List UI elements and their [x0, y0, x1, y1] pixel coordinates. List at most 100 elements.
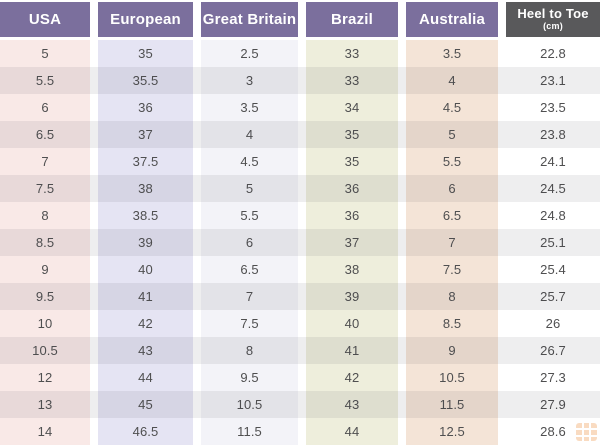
table-cell-brazil: 42 — [306, 364, 398, 391]
table-cell-european: 37.5 — [98, 148, 193, 175]
table-cell-heel-to-toe: 22.8 — [506, 40, 600, 67]
table-cell-usa: 7 — [0, 148, 90, 175]
table-cell-european: 40 — [98, 256, 193, 283]
table-cell-great-britain: 3.5 — [201, 94, 298, 121]
table-cell-australia: 12.5 — [406, 418, 498, 445]
table-cell-brazil: 39 — [306, 283, 398, 310]
table-cell-usa: 5.5 — [0, 67, 90, 94]
table-cell-australia: 4 — [406, 67, 498, 94]
table-cell-brazil: 37 — [306, 229, 398, 256]
table-row: 10 42 7.5 40 8.5 26 — [0, 310, 600, 337]
table-cell-european: 44 — [98, 364, 193, 391]
table-row: 5 35 2.5 33 3.5 22.8 — [0, 40, 600, 67]
table-cell-great-britain: 5 — [201, 175, 298, 202]
table-row: 5.5 35.5 3 33 4 23.1 — [0, 67, 600, 94]
table-row: 10.5 43 8 41 9 26.7 — [0, 337, 600, 364]
table-row: 14 46.5 11.5 44 12.5 28.6 — [0, 418, 600, 445]
table-cell-great-britain: 3 — [201, 67, 298, 94]
column-header-sublabel: (cm) — [543, 21, 563, 31]
table-cell-australia: 6.5 — [406, 202, 498, 229]
table-cell-heel-to-toe: 23.8 — [506, 121, 600, 148]
table-cell-heel-to-toe: 25.1 — [506, 229, 600, 256]
table-cell-heel-to-toe: 28.6 — [506, 418, 600, 445]
column-header-great-britain: Great Britain — [201, 2, 298, 37]
table-cell-great-britain: 5.5 — [201, 202, 298, 229]
table-row: 12 44 9.5 42 10.5 27.3 — [0, 364, 600, 391]
table-cell-brazil: 38 — [306, 256, 398, 283]
table-cell-heel-to-toe: 24.8 — [506, 202, 600, 229]
table-cell-usa: 9 — [0, 256, 90, 283]
column-header-european: European — [98, 2, 193, 37]
table-cell-great-britain: 11.5 — [201, 418, 298, 445]
table-cell-great-britain: 4 — [201, 121, 298, 148]
table-cell-australia: 7 — [406, 229, 498, 256]
table-cell-usa: 6.5 — [0, 121, 90, 148]
table-cell-australia: 6 — [406, 175, 498, 202]
table-cell-usa: 8 — [0, 202, 90, 229]
table-cell-european: 37 — [98, 121, 193, 148]
table-cell-brazil: 33 — [306, 40, 398, 67]
table-cell-usa: 10 — [0, 310, 90, 337]
table-cell-usa: 5 — [0, 40, 90, 67]
table-cell-european: 41 — [98, 283, 193, 310]
table-cell-heel-to-toe: 26 — [506, 310, 600, 337]
table-cell-brazil: 43 — [306, 391, 398, 418]
table-header-row: USA European Great Britain Brazil Australia H… — [0, 2, 600, 37]
table-cell-heel-to-toe: 27.3 — [506, 364, 600, 391]
table-cell-usa: 13 — [0, 391, 90, 418]
column-header-label: European — [110, 11, 181, 28]
table-cell-great-britain: 6.5 — [201, 256, 298, 283]
table-cell-usa: 8.5 — [0, 229, 90, 256]
table-cell-european: 36 — [98, 94, 193, 121]
table-row: 9 40 6.5 38 7.5 25.4 — [0, 256, 600, 283]
table-cell-great-britain: 7 — [201, 283, 298, 310]
table-cell-australia: 11.5 — [406, 391, 498, 418]
column-header-label: Brazil — [330, 11, 374, 28]
table-cell-australia: 5.5 — [406, 148, 498, 175]
table-cell-brazil: 35 — [306, 121, 398, 148]
table-row: 9.5 41 7 39 8 25.7 — [0, 283, 600, 310]
table-cell-european: 35 — [98, 40, 193, 67]
table-cell-usa: 9.5 — [0, 283, 90, 310]
watermark-grid-logo-icon — [576, 423, 597, 441]
table-cell-brazil: 41 — [306, 337, 398, 364]
table-cell-european: 43 — [98, 337, 193, 364]
table-cell-usa: 12 — [0, 364, 90, 391]
table-cell-brazil: 33 — [306, 67, 398, 94]
table-cell-european: 39 — [98, 229, 193, 256]
table-cell-heel-to-toe: 25.4 — [506, 256, 600, 283]
table-cell-european: 35.5 — [98, 67, 193, 94]
table-cell-brazil: 40 — [306, 310, 398, 337]
column-header-brazil: Brazil — [306, 2, 398, 37]
table-body: 5 35 2.5 33 3.5 22.8 5.5 35.5 3 33 4 23.1 6 36 3.5 34 4.… — [0, 40, 600, 445]
table-cell-brazil: 44 — [306, 418, 398, 445]
table-cell-great-britain: 10.5 — [201, 391, 298, 418]
table-row: 7.5 38 5 36 6 24.5 — [0, 175, 600, 202]
table-cell-brazil: 34 — [306, 94, 398, 121]
column-header-heel-to-toe: Heel to Toe (cm) — [506, 2, 600, 37]
table-cell-european: 45 — [98, 391, 193, 418]
table-cell-great-britain: 9.5 — [201, 364, 298, 391]
table-row: 6 36 3.5 34 4.5 23.5 — [0, 94, 600, 121]
table-cell-australia: 8.5 — [406, 310, 498, 337]
table-row: 8.5 39 6 37 7 25.1 — [0, 229, 600, 256]
table-cell-usa: 10.5 — [0, 337, 90, 364]
table-cell-european: 38.5 — [98, 202, 193, 229]
table-cell-australia: 10.5 — [406, 364, 498, 391]
table-cell-european: 46.5 — [98, 418, 193, 445]
table-cell-great-britain: 7.5 — [201, 310, 298, 337]
table-cell-brazil: 36 — [306, 175, 398, 202]
table-row: 13 45 10.5 43 11.5 27.9 — [0, 391, 600, 418]
column-header-australia: Australia — [406, 2, 498, 37]
table-cell-australia: 4.5 — [406, 94, 498, 121]
table-cell-brazil: 36 — [306, 202, 398, 229]
column-header-label: USA — [28, 11, 62, 28]
table-cell-australia: 8 — [406, 283, 498, 310]
column-header-label: Great Britain — [202, 11, 297, 28]
table-cell-usa: 6 — [0, 94, 90, 121]
table-cell-great-britain: 6 — [201, 229, 298, 256]
column-header-label: Australia — [419, 11, 485, 28]
table-cell-heel-to-toe: 24.5 — [506, 175, 600, 202]
table-cell-heel-to-toe: 27.9 — [506, 391, 600, 418]
